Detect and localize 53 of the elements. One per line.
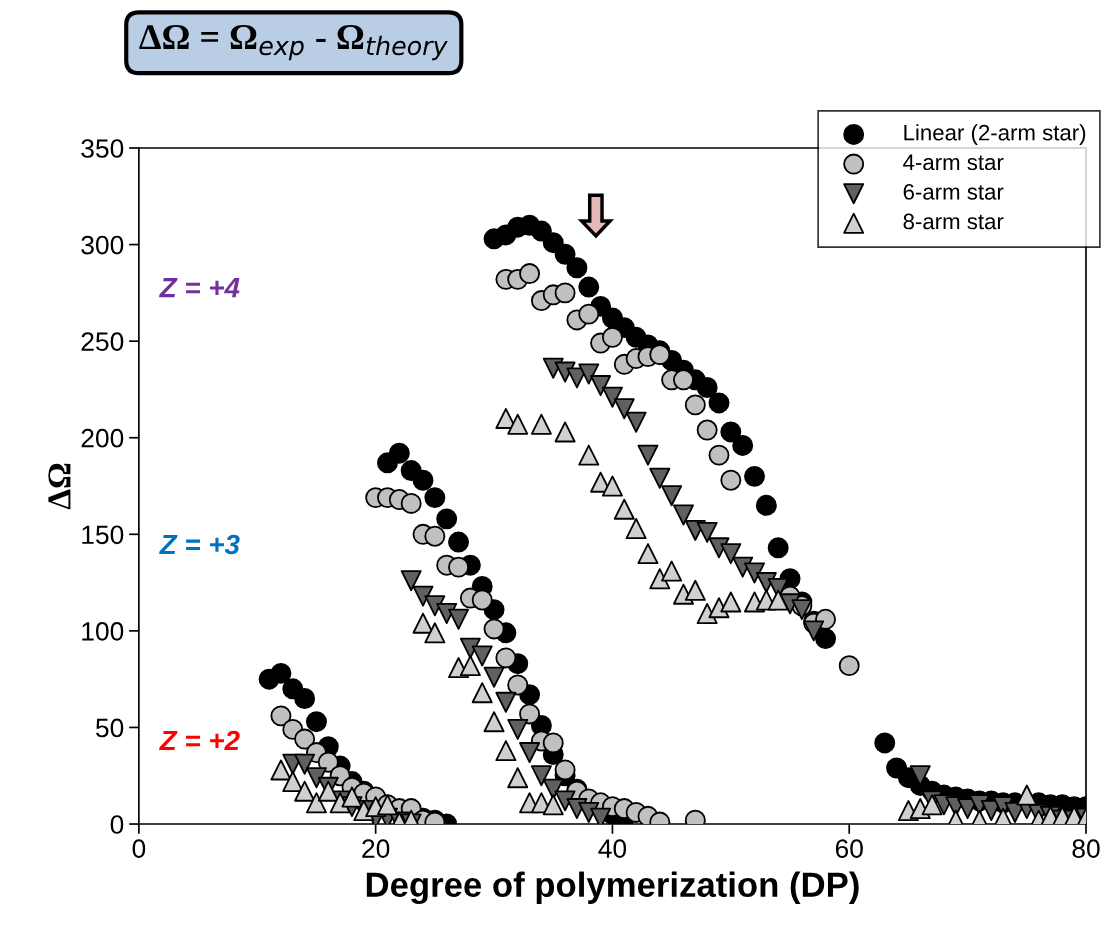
point [507, 413, 529, 435]
annotation: Z = +3 [159, 534, 240, 555]
point [684, 579, 706, 601]
point [495, 740, 517, 762]
point [270, 759, 292, 781]
point [317, 780, 339, 802]
y-tick-label: 350 [81, 139, 124, 158]
point [767, 589, 789, 611]
chart-title: ΔΩ = Ω$_{exp}$ - Ω$_{theory}$ [139, 25, 448, 61]
point [294, 780, 316, 802]
point [542, 794, 564, 816]
x-tick-label: 80 [1072, 839, 1100, 858]
x-tick-label: 0 [132, 839, 146, 858]
y-tick-label: 50 [96, 718, 124, 738]
point [601, 475, 623, 497]
y-tick-label: 300 [81, 235, 124, 255]
point [341, 786, 363, 808]
point [613, 498, 635, 520]
point [1016, 784, 1038, 806]
point [483, 711, 505, 733]
x-tick-label: 60 [835, 839, 863, 858]
point [661, 560, 683, 582]
y-tick-label: 150 [82, 525, 124, 545]
y-tick-label: 0 [110, 815, 124, 834]
point [282, 771, 304, 793]
y-tick-label: 200 [81, 428, 124, 448]
annotation: Z = +4 [159, 278, 240, 298]
point [625, 518, 647, 539]
point [424, 622, 446, 644]
point [720, 591, 742, 613]
y-tick-label: 100 [82, 622, 124, 641]
point [459, 655, 481, 677]
x-tick-label: 20 [362, 839, 390, 858]
point [649, 568, 671, 590]
legend-label: 8-arm star [903, 213, 1004, 230]
point [637, 543, 659, 565]
point [708, 597, 730, 619]
x-tick-label: 40 [598, 839, 627, 858]
point [471, 682, 493, 704]
x-axis-title: Degree of polymerization (DP) [366, 871, 859, 905]
point [578, 444, 600, 466]
point [921, 794, 943, 816]
legend-label: 6-arm star [903, 183, 1004, 200]
point [412, 612, 434, 634]
legend-label: Linear (2-arm star) [904, 124, 1086, 145]
legend-label: 4-arm star [903, 154, 1004, 171]
point [554, 421, 576, 443]
annotation: Z = +2 [159, 730, 240, 751]
point [507, 767, 529, 789]
point [305, 792, 327, 814]
point [530, 413, 552, 435]
y-tick-label: 250 [81, 332, 124, 351]
y-axis-title: ΔΩ [48, 463, 71, 510]
